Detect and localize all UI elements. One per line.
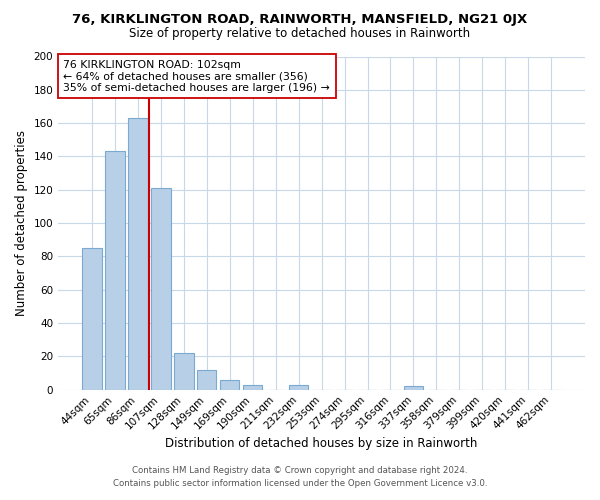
Bar: [220, 380, 239, 390]
Bar: [105, 152, 125, 390]
Text: 76 KIRKLINGTON ROAD: 102sqm
← 64% of detached houses are smaller (356)
35% of se: 76 KIRKLINGTON ROAD: 102sqm ← 64% of det…: [64, 60, 330, 93]
Text: Size of property relative to detached houses in Rainworth: Size of property relative to detached ho…: [130, 28, 470, 40]
X-axis label: Distribution of detached houses by size in Rainworth: Distribution of detached houses by size …: [166, 437, 478, 450]
Bar: [243, 384, 262, 390]
Text: 76, KIRKLINGTON ROAD, RAINWORTH, MANSFIELD, NG21 0JX: 76, KIRKLINGTON ROAD, RAINWORTH, MANSFIE…: [73, 12, 527, 26]
Y-axis label: Number of detached properties: Number of detached properties: [15, 130, 28, 316]
Bar: [82, 248, 101, 390]
Bar: [289, 384, 308, 390]
Bar: [128, 118, 148, 390]
Bar: [404, 386, 423, 390]
Bar: [151, 188, 170, 390]
Text: Contains HM Land Registry data © Crown copyright and database right 2024.
Contai: Contains HM Land Registry data © Crown c…: [113, 466, 487, 487]
Bar: [174, 353, 194, 390]
Bar: [197, 370, 217, 390]
